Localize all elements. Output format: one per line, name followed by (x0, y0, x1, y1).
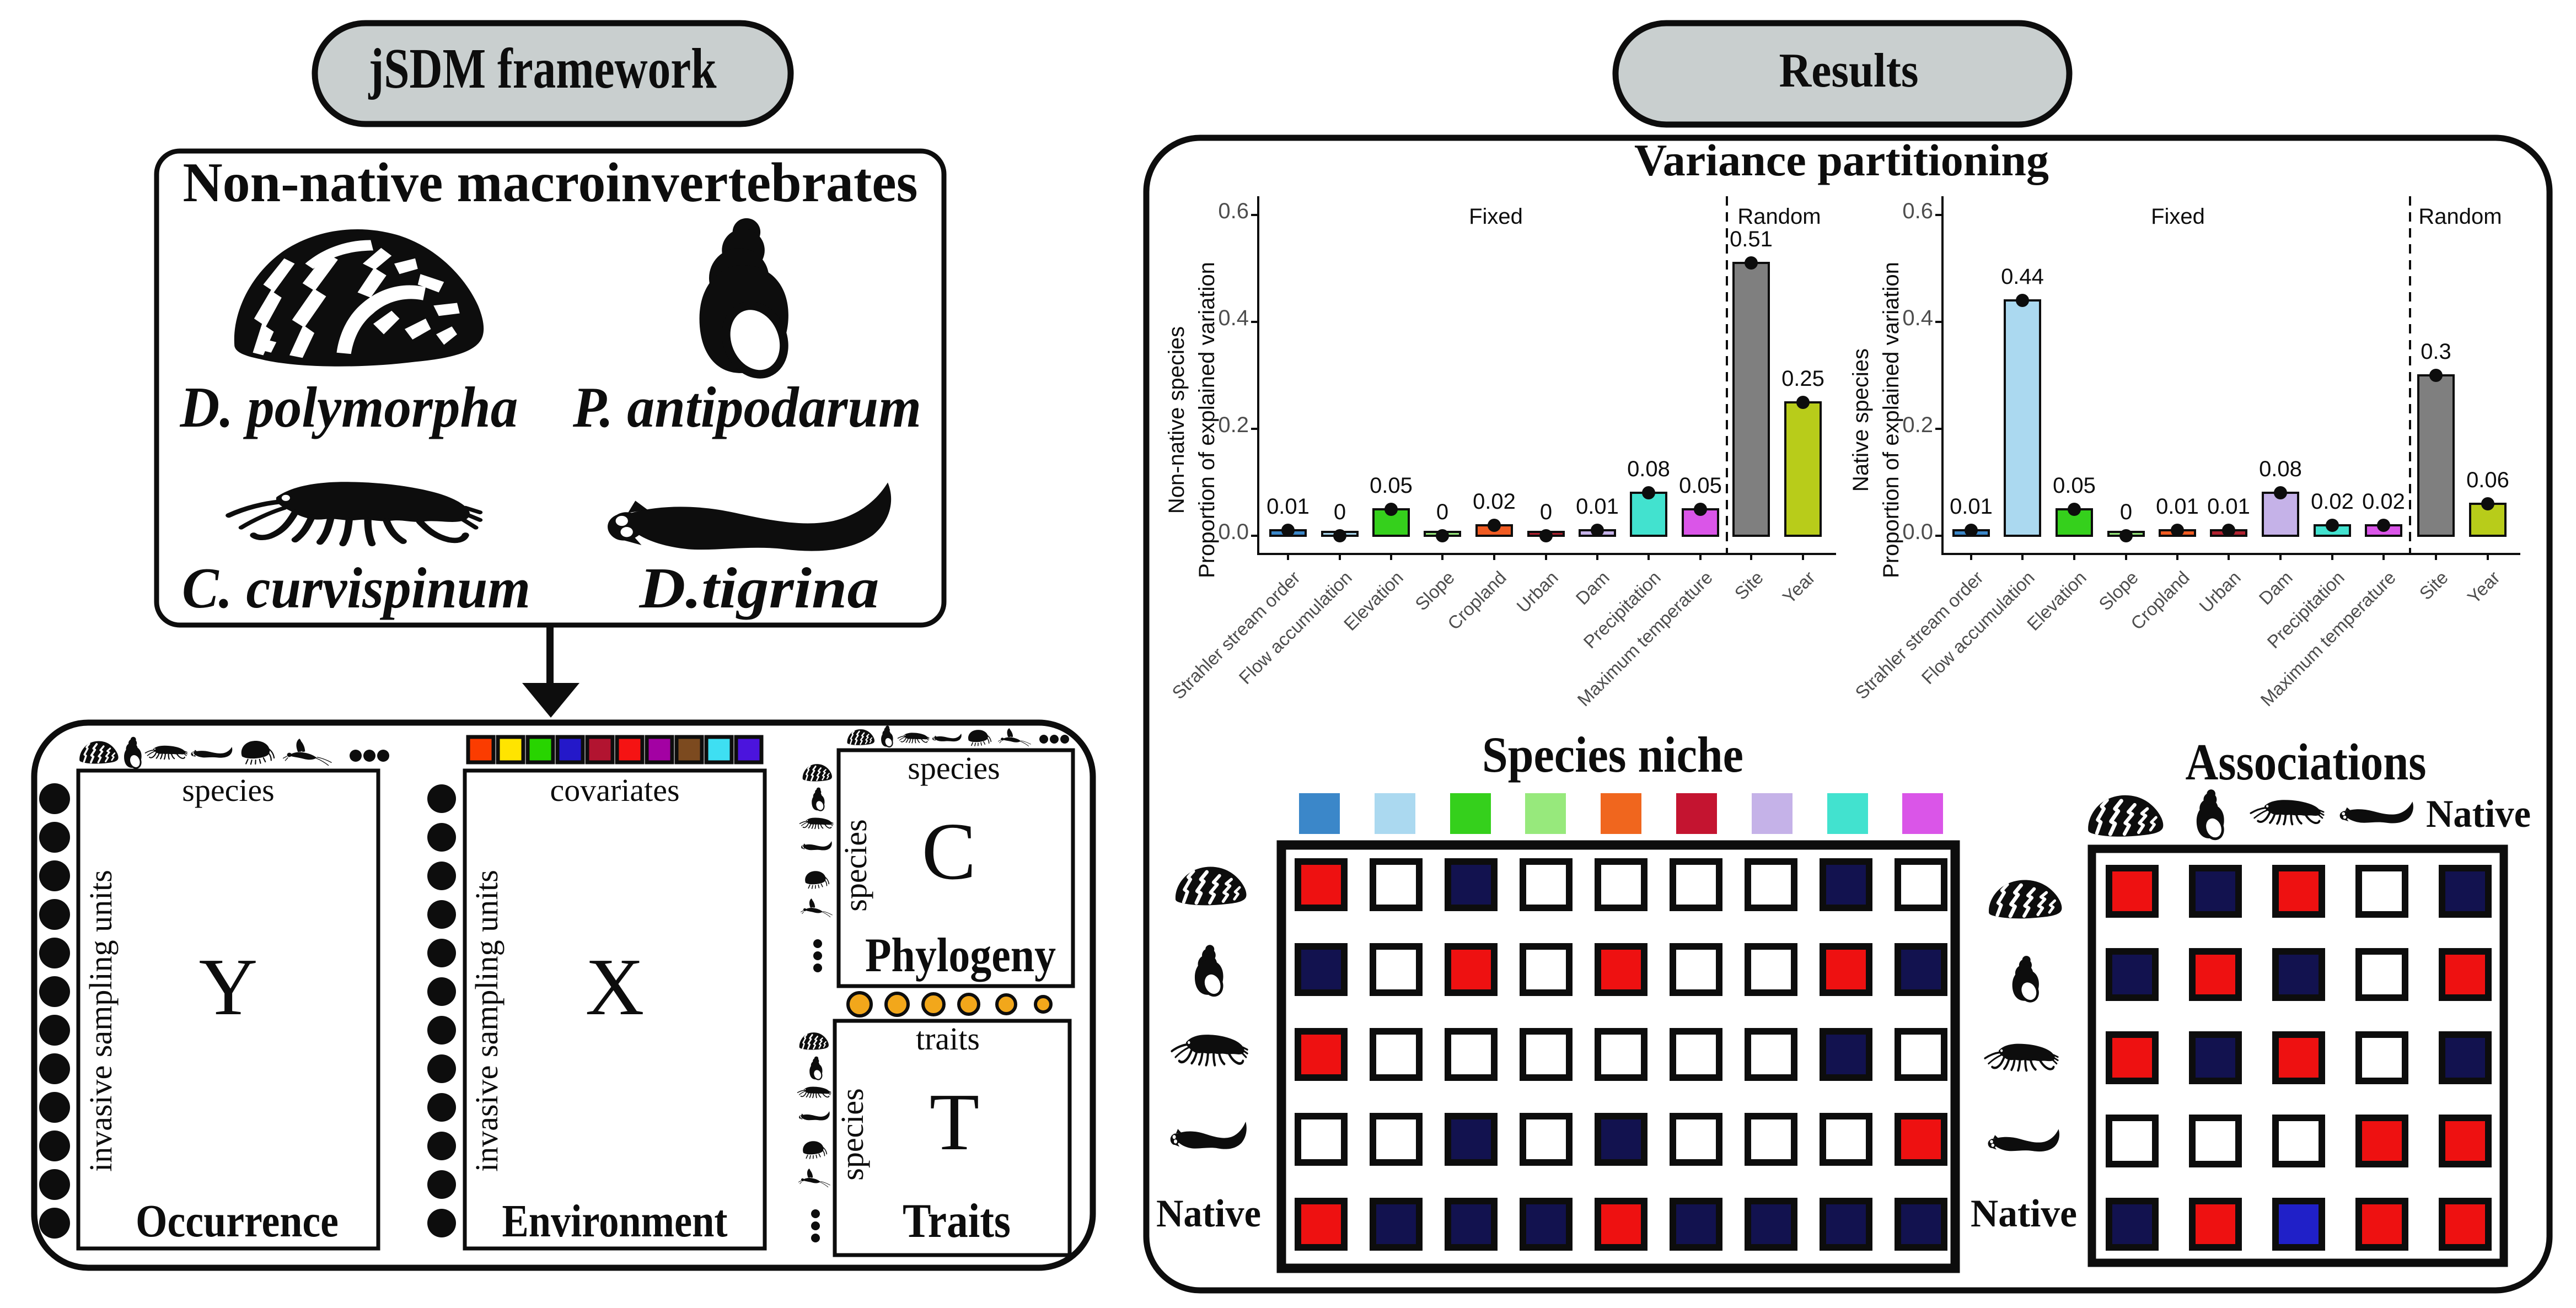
svg-text:Y: Y (199, 942, 258, 1032)
svg-text:traits: traits (916, 1021, 980, 1057)
svg-text:0.02: 0.02 (2311, 489, 2354, 514)
svg-text:0.08: 0.08 (1627, 457, 1670, 481)
svg-text:jSDM framework: jSDM framework (368, 37, 717, 100)
svg-text:Species niche: Species niche (1482, 726, 1743, 783)
svg-text:T: T (930, 1077, 979, 1167)
svg-text:0: 0 (2120, 500, 2132, 524)
svg-text:Non-native macroinvertebrates: Non-native macroinvertebrates (183, 152, 918, 214)
svg-text:0.01: 0.01 (1950, 494, 1993, 519)
svg-text:species: species (182, 772, 275, 808)
svg-text:Proportion of explained variat: Proportion of explained variation (1879, 262, 1903, 578)
svg-text:species: species (838, 819, 873, 912)
svg-text:0.3: 0.3 (2421, 340, 2451, 364)
svg-text:Variance partitioning: Variance partitioning (1634, 135, 2049, 185)
svg-text:Non-native species: Non-native species (1164, 326, 1189, 514)
svg-text:Phylogeny: Phylogeny (865, 929, 1056, 982)
svg-text:species: species (908, 750, 1000, 786)
svg-text:0.05: 0.05 (1370, 473, 1413, 498)
svg-text:0: 0 (1436, 500, 1448, 524)
svg-text:Fixed: Fixed (1469, 204, 1523, 229)
svg-text:Random: Random (1737, 204, 1821, 229)
svg-text:0.2: 0.2 (1902, 413, 1933, 437)
svg-text:Associations: Associations (2186, 734, 2427, 791)
svg-text:Native species: Native species (1849, 348, 1873, 492)
svg-text:Fixed: Fixed (2151, 204, 2205, 229)
svg-text:species: species (834, 1088, 870, 1181)
svg-text:0.51: 0.51 (1730, 227, 1773, 251)
svg-text:0: 0 (1334, 500, 1346, 524)
svg-text:0.01: 0.01 (1576, 494, 1619, 519)
svg-text:Traits: Traits (903, 1194, 1011, 1248)
svg-text:0.01: 0.01 (2207, 494, 2250, 519)
svg-text:P. antipodarum: P. antipodarum (572, 375, 921, 439)
svg-text:Native: Native (1971, 1192, 2077, 1235)
svg-text:Results: Results (1779, 44, 1919, 98)
svg-text:covariates: covariates (550, 772, 679, 808)
svg-text:0.08: 0.08 (2259, 457, 2302, 481)
svg-text:Random: Random (2418, 204, 2502, 229)
svg-text:invasive sampling units: invasive sampling units (469, 870, 505, 1172)
svg-text:invasive sampling units: invasive sampling units (83, 870, 119, 1172)
svg-text:0.0: 0.0 (1218, 520, 1249, 544)
svg-text:Environment: Environment (502, 1196, 728, 1247)
svg-text:0.4: 0.4 (1902, 306, 1933, 330)
svg-text:D.tigrina: D.tigrina (638, 556, 879, 620)
svg-text:0.06: 0.06 (2466, 468, 2509, 492)
svg-text:Proportion of explained variat: Proportion of explained variation (1195, 262, 1219, 578)
svg-text:0: 0 (1540, 500, 1552, 524)
svg-text:X: X (586, 942, 645, 1032)
svg-text:0.02: 0.02 (1473, 489, 1516, 514)
svg-text:0.05: 0.05 (2053, 473, 2096, 498)
svg-text:0.6: 0.6 (1218, 199, 1249, 223)
svg-text:C. curvispinum: C. curvispinum (182, 556, 530, 620)
svg-text:0.05: 0.05 (1679, 473, 1722, 498)
svg-text:0.0: 0.0 (1902, 520, 1933, 544)
svg-text:0.25: 0.25 (1781, 367, 1824, 391)
svg-text:0.2: 0.2 (1218, 413, 1249, 437)
svg-text:C: C (922, 806, 976, 897)
svg-text:Native: Native (2426, 793, 2531, 836)
svg-text:0.02: 0.02 (2362, 489, 2405, 514)
svg-text:D. polymorpha: D. polymorpha (180, 375, 518, 439)
svg-text:0.01: 0.01 (2156, 494, 2199, 519)
svg-text:Occurrence: Occurrence (136, 1196, 339, 1247)
svg-text:0.4: 0.4 (1218, 306, 1249, 330)
svg-text:Native: Native (1156, 1192, 1261, 1235)
svg-text:0.01: 0.01 (1266, 494, 1310, 519)
svg-text:0.44: 0.44 (2001, 265, 2044, 289)
svg-text:0.6: 0.6 (1902, 199, 1933, 223)
